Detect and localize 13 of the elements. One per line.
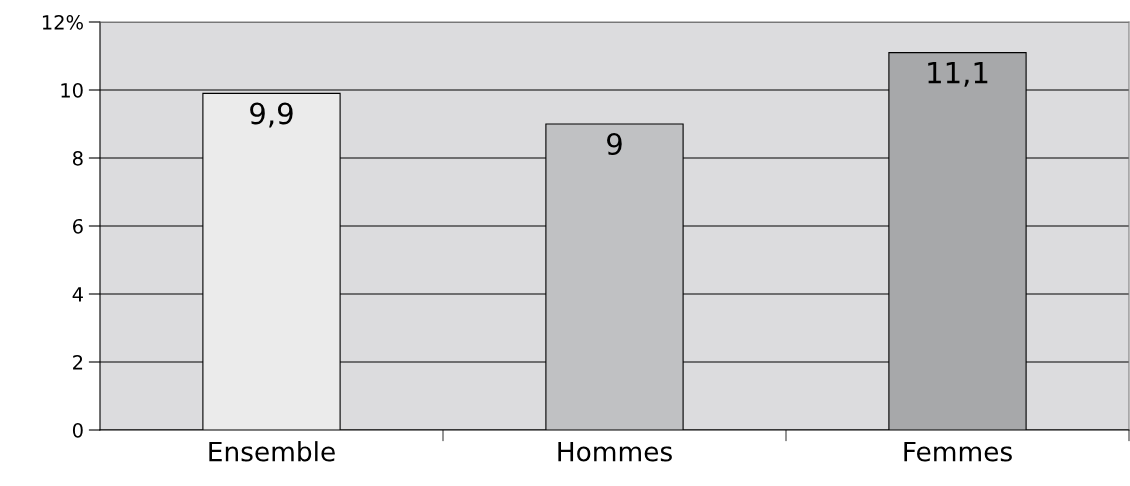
y-tick-label: 2 [73,354,83,370]
y-tick-label: 4 [72,287,83,302]
x-tick-label: Hommes [558,441,672,462]
y-tick-label: 6 [73,218,83,234]
data-label: 9,9 [250,102,293,128]
data-label: 9 [607,133,622,156]
x-tick-label: Ensemble [209,441,335,462]
x-tick-label: Femmes [904,441,1012,462]
y-tick-label: 10 [61,82,83,98]
data-label: 11,1 [928,62,988,87]
y-tick-label: 12% [42,14,83,30]
y-tick-label: 8 [72,150,83,166]
y-tick-label: 0 [72,422,83,438]
